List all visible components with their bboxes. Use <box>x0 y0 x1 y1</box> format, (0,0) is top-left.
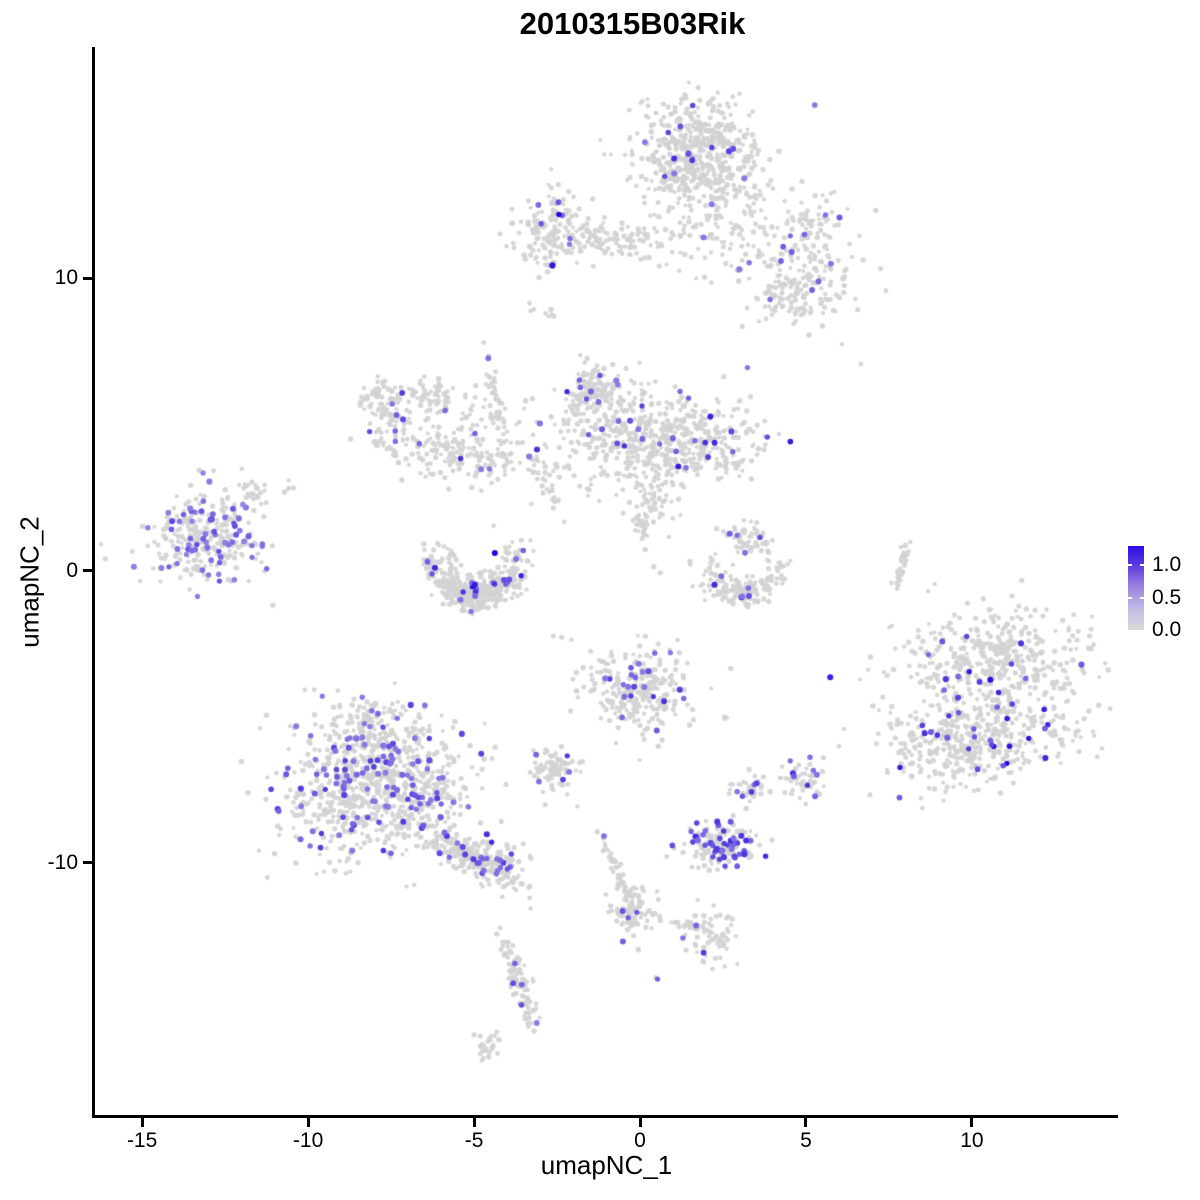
legend-tick-label: 1.0 <box>1152 553 1182 577</box>
x-tick-label: -15 <box>126 1129 158 1152</box>
x-tick-label: 10 <box>960 1129 984 1152</box>
scatter-points-canvas <box>95 47 1118 1115</box>
legend-tick-dash <box>1140 596 1144 599</box>
legend-tick-dash <box>1140 564 1144 567</box>
y-tick-mark <box>83 276 92 280</box>
y-tick-label: -10 <box>47 850 78 874</box>
x-axis-title: umapNC_1 <box>540 1150 673 1180</box>
x-tick-label: 5 <box>800 1129 812 1152</box>
x-tick-label: 0 <box>634 1129 646 1152</box>
legend-tick-label: 0.5 <box>1152 585 1182 609</box>
x-tick-mark <box>140 1118 144 1127</box>
plot-title: 2010315B03Rik <box>519 6 746 41</box>
x-tick-label: -10 <box>292 1129 324 1152</box>
legend-tick-dash <box>1128 596 1132 599</box>
x-tick-mark <box>970 1118 974 1127</box>
legend-tick-dash <box>1128 564 1132 567</box>
x-tick-mark <box>638 1118 642 1127</box>
x-tick-label: -5 <box>464 1129 484 1152</box>
x-tick-mark <box>804 1118 808 1127</box>
legend-tick-label: 0.0 <box>1152 618 1182 641</box>
y-tick-label: 0 <box>66 558 78 582</box>
legend-gradient-bar <box>1128 546 1144 630</box>
y-tick-mark <box>83 569 92 573</box>
y-tick-mark <box>83 861 92 865</box>
y-tick-label: 10 <box>54 266 78 290</box>
y-axis-title: umapNC_2 <box>14 516 45 648</box>
x-tick-mark <box>472 1118 476 1127</box>
x-tick-mark <box>306 1118 310 1127</box>
